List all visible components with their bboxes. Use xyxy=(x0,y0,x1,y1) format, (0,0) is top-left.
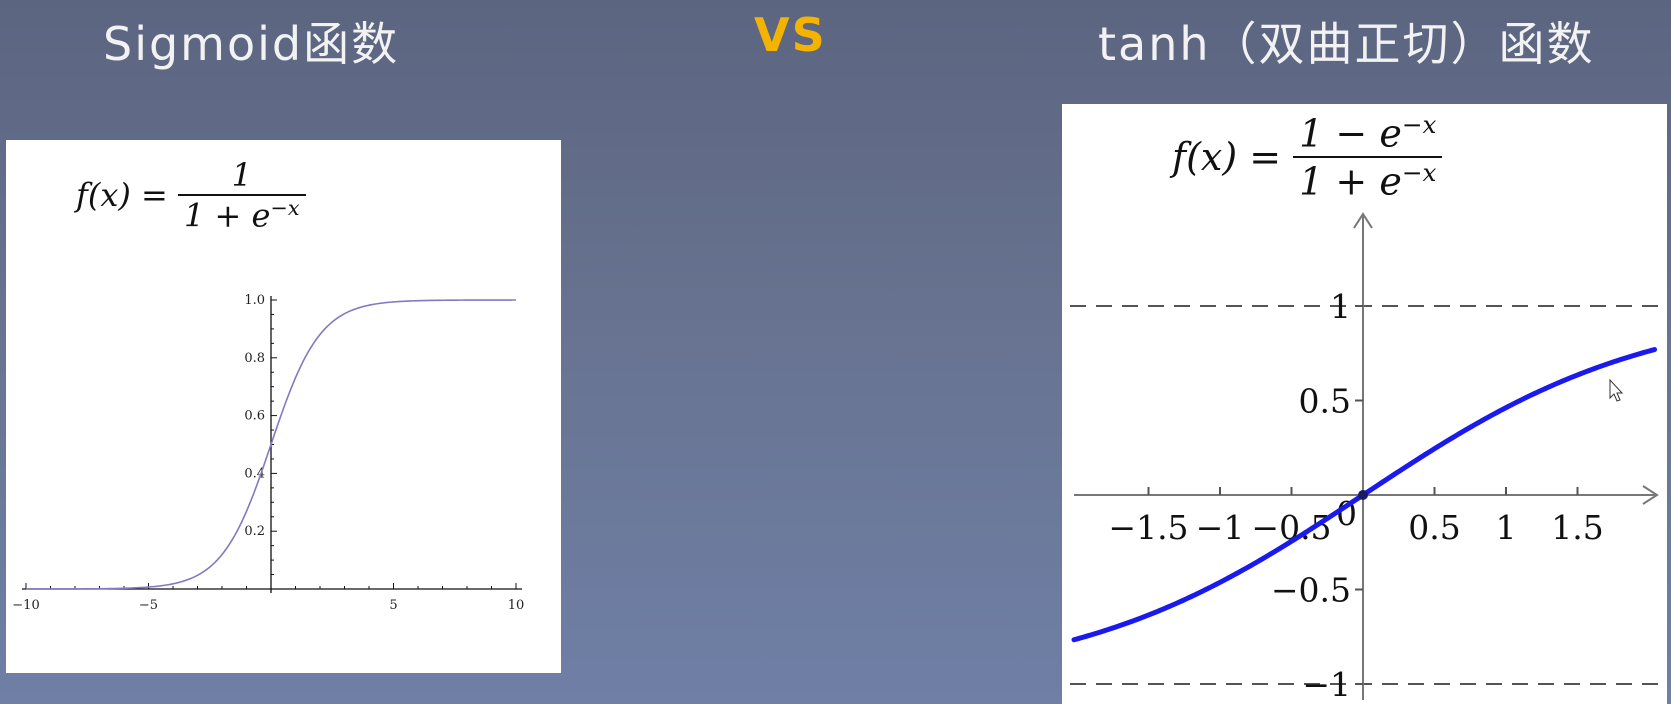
sigmoid-formula-numerator: 1 xyxy=(231,156,252,194)
tanh-formula-fraction: 1 − e−x 1 + e−x xyxy=(1293,110,1443,203)
tanh-x-tick-label: −1 xyxy=(1196,508,1245,547)
sigmoid-plot: −10 −5 5 100.20.40.60.81.0 xyxy=(12,293,525,613)
tanh-plot: −1.5 −1 −0.5 0 0.5 1 1.510.5−0.5−1 xyxy=(1070,212,1659,704)
tanh-formula-lhs: f(x) = xyxy=(1172,134,1282,179)
tanh-y-tick-label: 0.5 xyxy=(1299,382,1351,421)
sigmoid-curve xyxy=(26,299,516,590)
sigmoid-y-tick-label: 0.8 xyxy=(244,351,265,366)
mouse-cursor-icon xyxy=(1609,378,1624,402)
tanh-formula: f(x) = 1 − e−x 1 + e−x xyxy=(1172,110,1443,203)
sigmoid-y-tick-label: 0.2 xyxy=(244,524,265,539)
sigmoid-formula-lhs: f(x) = xyxy=(76,176,168,215)
tanh-formula-denominator: 1 + e−x xyxy=(1293,155,1443,203)
tanh-x-tick-label: 1 xyxy=(1496,508,1517,547)
tanh-x-tick-label: −1.5 xyxy=(1108,508,1188,547)
tanh-y-tick-label: −0.5 xyxy=(1271,571,1351,610)
tanh-origin-point xyxy=(1358,490,1368,500)
tanh-y-tick-label: −1 xyxy=(1302,665,1351,704)
tanh-x-tick-label: 1.5 xyxy=(1551,508,1603,547)
sigmoid-x-tick-label: −5 xyxy=(139,598,158,613)
sigmoid-formula: f(x) = 1 1 + e−x xyxy=(76,156,306,235)
sigmoid-y-tick-label: 0.6 xyxy=(244,409,265,424)
tanh-chart-panel: f(x) = 1 − e−x 1 + e−x −1.5 −1 −0.5 0 0.5 1 1.… xyxy=(1062,104,1667,704)
vs-label: VS xyxy=(754,8,827,62)
tanh-formula-numerator: 1 − e−x xyxy=(1299,110,1437,156)
sigmoid-x-tick-label: −10 xyxy=(12,598,39,613)
sigmoid-formula-fraction: 1 1 + e−x xyxy=(178,156,306,235)
sigmoid-x-tick-label: 10 xyxy=(508,598,525,613)
tanh-x-tick-label: 0.5 xyxy=(1408,508,1460,547)
tanh-y-tick-label: 1 xyxy=(1330,287,1351,326)
sigmoid-chart-panel: f(x) = 1 1 + e−x −10 −5 5 10 0.2 0.4 0.6 0.8 1.0 xyxy=(6,140,561,673)
tanh-title: tanh（双曲正切）函数 xyxy=(1098,17,1595,71)
sigmoid-y-tick-label: 1.0 xyxy=(244,293,265,308)
sigmoid-title: Sigmoid函数 xyxy=(103,17,400,71)
tanh-x-axis-arrow xyxy=(1642,485,1659,505)
tanh-y-axis-arrow xyxy=(1353,212,1373,229)
sigmoid-x-tick-label: 5 xyxy=(389,598,397,613)
sigmoid-formula-denominator: 1 + e−x xyxy=(178,194,306,235)
